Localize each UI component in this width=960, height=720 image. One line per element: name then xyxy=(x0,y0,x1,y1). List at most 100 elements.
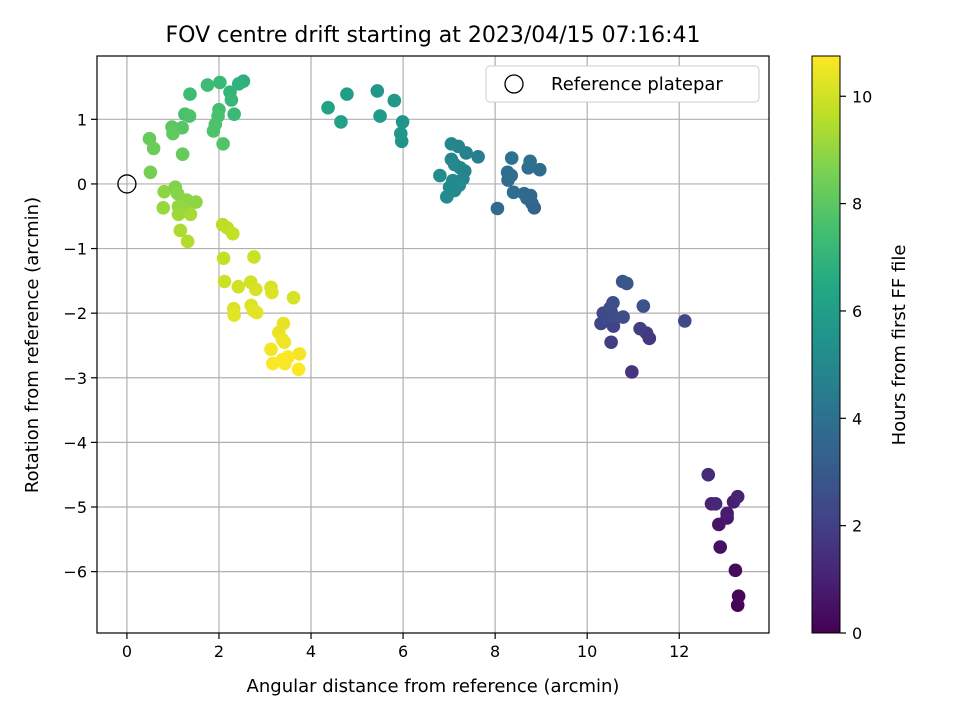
data-point xyxy=(442,180,457,194)
data-point xyxy=(224,93,239,107)
data-point xyxy=(636,299,651,313)
data-point xyxy=(701,467,716,482)
data-point xyxy=(265,285,279,300)
data-point xyxy=(471,149,485,164)
y-axis-label: Rotation from reference (arcmin) xyxy=(22,197,43,493)
x-tick-label: 10 xyxy=(577,642,597,661)
data-point xyxy=(606,296,620,310)
y-tick-label: −6 xyxy=(63,563,87,582)
colorbar-tick-label: 2 xyxy=(852,517,862,536)
data-point xyxy=(387,93,402,108)
data-point xyxy=(321,100,335,115)
data-point xyxy=(523,154,537,169)
x-tick-label: 4 xyxy=(306,642,316,661)
y-tick-label: −1 xyxy=(63,240,87,259)
x-tick-label: 2 xyxy=(214,642,224,661)
y-axis-ticks: −6 −5 −4 −3 −2 −1 0 1 xyxy=(63,110,97,582)
data-point xyxy=(246,303,261,318)
data-point xyxy=(433,168,447,183)
data-point xyxy=(227,308,241,322)
legend-reference-marker xyxy=(504,74,524,94)
data-point xyxy=(490,201,505,216)
y-tick-label: −4 xyxy=(63,433,87,452)
data-point xyxy=(206,124,221,138)
data-point xyxy=(625,365,639,379)
data-point xyxy=(728,563,743,578)
data-point xyxy=(175,147,190,162)
data-point xyxy=(183,207,198,222)
data-point xyxy=(216,251,231,266)
x-tick-label: 8 xyxy=(490,642,500,661)
legend-entry-reference: Reference platepar xyxy=(551,74,723,95)
colorbar-tick-label: 6 xyxy=(852,302,862,321)
data-point xyxy=(604,335,618,350)
data-point xyxy=(183,87,197,101)
data-point xyxy=(173,223,188,238)
data-point xyxy=(708,496,723,511)
data-point xyxy=(504,151,519,165)
x-axis-label: Angular distance from reference (arcmin) xyxy=(247,676,620,697)
data-point xyxy=(713,540,728,554)
colorbar-gradient xyxy=(811,55,841,634)
data-point xyxy=(143,165,158,180)
data-points xyxy=(117,74,746,613)
y-tick-label: 0 xyxy=(77,175,87,194)
y-tick-label: −2 xyxy=(63,304,87,323)
data-point xyxy=(523,188,538,203)
data-point xyxy=(444,137,459,151)
x-tick-label: 12 xyxy=(669,642,689,661)
data-point xyxy=(532,162,547,177)
colorbar-tick-label: 8 xyxy=(852,195,862,214)
y-tick-label: −5 xyxy=(63,498,87,517)
data-point xyxy=(171,207,186,222)
data-point xyxy=(504,168,519,183)
data-point xyxy=(189,195,203,209)
data-point xyxy=(247,250,261,264)
data-point xyxy=(720,506,734,521)
data-point xyxy=(730,489,745,504)
data-point xyxy=(266,356,280,371)
data-point xyxy=(286,290,301,305)
colorbar-ticks: 0 2 4 6 8 10 xyxy=(840,87,872,643)
data-point xyxy=(182,109,197,123)
data-point xyxy=(370,84,385,98)
data-point xyxy=(227,107,241,121)
data-point xyxy=(231,76,246,91)
legend-box xyxy=(485,65,760,103)
chart-title: FOV centre drift starting at 2023/04/15 … xyxy=(166,23,701,48)
data-point xyxy=(395,115,410,129)
x-tick-label: 6 xyxy=(398,642,408,661)
data-point xyxy=(248,282,263,297)
data-point xyxy=(277,335,292,350)
data-point xyxy=(180,234,195,249)
data-point xyxy=(231,279,246,294)
data-point xyxy=(616,310,630,324)
colorbar: 0 2 4 6 8 10 Hours from first FF file xyxy=(811,55,910,643)
colorbar-tick-label: 4 xyxy=(852,409,862,428)
data-point xyxy=(200,78,215,92)
data-point xyxy=(146,141,161,156)
colorbar-label: Hours from first FF file xyxy=(889,245,910,446)
reference-platepar-marker xyxy=(117,174,137,194)
data-point xyxy=(731,589,746,603)
plot-frame xyxy=(96,55,770,634)
data-point xyxy=(677,314,692,328)
data-point xyxy=(373,109,387,123)
data-point xyxy=(334,115,348,129)
x-tick-label: 0 xyxy=(122,642,132,661)
data-point xyxy=(217,274,232,289)
data-point xyxy=(166,126,180,141)
x-axis-ticks: 0 2 4 6 8 10 12 xyxy=(122,633,689,661)
data-point xyxy=(156,201,171,215)
data-point xyxy=(340,87,354,101)
colorbar-tick-label: 0 xyxy=(852,624,862,643)
data-point xyxy=(225,226,240,241)
y-tick-label: −3 xyxy=(63,369,87,388)
data-point xyxy=(506,185,521,200)
data-point xyxy=(213,75,227,90)
y-tick-label: 1 xyxy=(77,110,87,129)
data-point xyxy=(157,184,171,199)
colorbar-tick-label: 10 xyxy=(852,87,872,106)
legend: Reference platepar xyxy=(485,65,760,103)
